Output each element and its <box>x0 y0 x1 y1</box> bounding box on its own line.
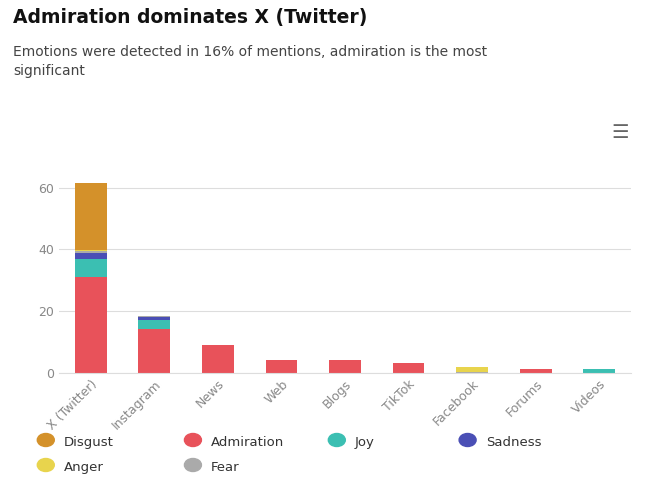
Bar <box>75 252 107 258</box>
Text: Fear: Fear <box>211 461 240 474</box>
Text: Disgust: Disgust <box>64 436 114 449</box>
Text: Emotions were detected in 16% of mentions, admiration is the most
significant: Emotions were detected in 16% of mention… <box>13 45 487 78</box>
Bar <box>139 317 170 320</box>
Text: Admiration: Admiration <box>211 436 284 449</box>
Bar <box>139 320 170 330</box>
Bar <box>266 360 298 372</box>
Text: Sadness: Sadness <box>486 436 542 449</box>
Bar <box>139 316 170 317</box>
Bar <box>583 370 615 372</box>
Text: Anger: Anger <box>64 461 104 474</box>
Text: Joy: Joy <box>355 436 375 449</box>
Bar <box>392 364 424 372</box>
Bar <box>202 345 233 372</box>
Text: ☰: ☰ <box>611 122 629 142</box>
Bar <box>456 367 488 372</box>
Bar <box>75 277 107 372</box>
Bar <box>75 182 107 250</box>
Text: Admiration dominates X (Twitter): Admiration dominates X (Twitter) <box>13 8 368 26</box>
Bar <box>139 330 170 372</box>
Bar <box>75 258 107 277</box>
Bar <box>329 360 361 372</box>
Bar <box>75 250 107 252</box>
Bar <box>520 370 551 372</box>
